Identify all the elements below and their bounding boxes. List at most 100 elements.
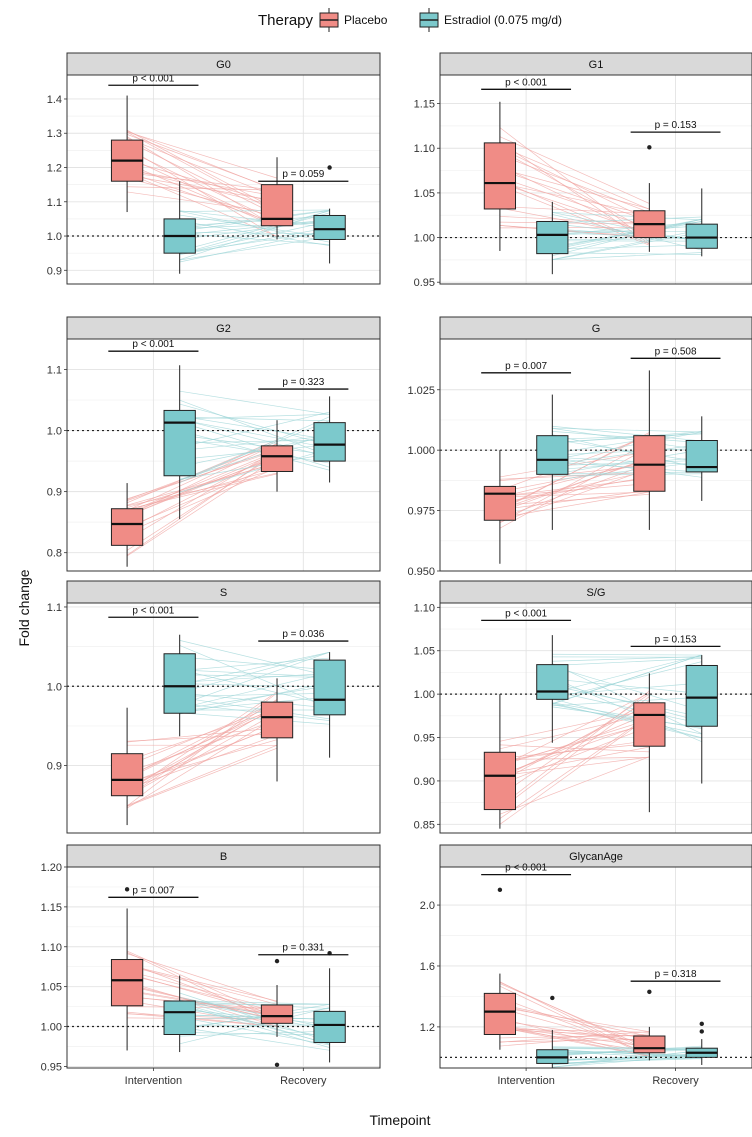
paired-line <box>179 682 330 715</box>
paired-line <box>126 451 278 513</box>
legend-item-placebo: Placebo <box>319 8 388 32</box>
paired-line <box>179 413 330 420</box>
paired-line <box>552 439 702 463</box>
paired-line <box>179 218 330 225</box>
paired-line <box>499 690 650 808</box>
paired-line <box>499 1025 650 1042</box>
iqr-box <box>685 223 718 249</box>
facet-title: S <box>220 587 227 599</box>
y-tick-label: 1.05 <box>41 982 62 994</box>
paired-line <box>552 252 702 255</box>
paired-line <box>499 182 650 234</box>
box-placebo-recovery <box>633 673 666 813</box>
box-placebo-recovery <box>260 420 294 492</box>
y-tick-label: 1.05 <box>414 646 435 658</box>
paired-line <box>552 456 702 466</box>
paired-line <box>499 491 650 519</box>
paired-line <box>127 727 278 743</box>
paired-line <box>179 651 330 685</box>
paired-line <box>126 962 278 1020</box>
x-axis-title: Timepoint <box>369 1112 431 1128</box>
y-tick-label: 1.10 <box>41 942 62 954</box>
paired-line <box>499 746 650 776</box>
paired-line <box>127 191 278 214</box>
paired-line <box>499 985 650 1058</box>
p-value-annotation: p = 0.331 <box>258 943 349 956</box>
paired-line <box>552 677 702 743</box>
box-estradiol-recovery <box>313 950 346 1063</box>
facet-title: S/G <box>587 587 606 599</box>
p-value-label: p < 0.001 <box>505 77 547 88</box>
y-tick-label: 1.1 <box>47 197 62 209</box>
paired-line <box>552 702 702 729</box>
y-tick-label: 1.20 <box>41 862 62 874</box>
legend-item-estradiol: Estradiol (0.075 mg/d) <box>419 8 562 32</box>
paired-line <box>179 712 330 725</box>
y-tick-label: 0.9 <box>47 265 62 277</box>
paired-line <box>552 1048 702 1055</box>
paired-line <box>179 411 330 448</box>
paired-line <box>499 756 650 760</box>
legend-title: Therapy <box>258 12 314 29</box>
y-tick-label: 0.8 <box>47 548 62 560</box>
paired-line <box>499 723 650 765</box>
iqr-box <box>483 751 517 811</box>
iqr-box <box>313 214 346 240</box>
p-value-label: p = 0.508 <box>655 346 697 357</box>
facet-title: G1 <box>589 59 604 71</box>
paired-line <box>179 674 330 678</box>
paired-line <box>499 147 650 221</box>
paired-line <box>179 672 330 683</box>
paired-line <box>126 131 278 214</box>
facet-title: G <box>592 323 601 335</box>
paired-line <box>552 656 702 662</box>
box-estradiol-intervention <box>163 634 196 737</box>
iqr-box <box>313 422 346 462</box>
paired-line <box>179 448 330 493</box>
paired-line <box>126 443 278 501</box>
paired-line <box>499 127 650 243</box>
paired-line <box>499 154 650 213</box>
plot-area <box>67 603 380 833</box>
paired-line <box>127 168 278 207</box>
paired-line <box>552 433 702 440</box>
paired-line <box>179 1004 330 1048</box>
paired-line <box>179 233 330 245</box>
paired-line <box>126 719 278 773</box>
y-tick-label: 1.2 <box>420 1022 435 1034</box>
paired-line <box>552 678 702 694</box>
paired-line <box>126 452 278 530</box>
paired-line <box>552 427 702 433</box>
paired-line <box>499 726 650 785</box>
outlier-point <box>274 958 280 964</box>
box-placebo-intervention <box>483 101 517 251</box>
y-tick-label: 0.95 <box>414 733 435 745</box>
p-value-annotation: p < 0.001 <box>108 339 199 352</box>
paired-line <box>499 136 650 204</box>
y-tick-label: 1.3 <box>47 128 62 140</box>
p-value-annotation: p = 0.007 <box>108 885 199 898</box>
iqr-box <box>163 409 196 477</box>
panel-g0: G0 0.9 1.0 1.1 1.2 1.3 1.4 p < 0.001 p = 0.059 <box>47 52 381 285</box>
outlier-point <box>647 989 652 995</box>
box-placebo-intervention <box>110 95 144 213</box>
panel-s-g: S/G 0.85 0.90 0.95 1.00 1.05 1.10 p < 0.001 p = … <box>414 580 752 834</box>
paired-line <box>552 658 702 666</box>
box-placebo-recovery <box>260 678 294 782</box>
y-tick-label: 1.10 <box>414 602 435 614</box>
outlier-point <box>699 1021 704 1027</box>
y-tick-label: 2.0 <box>420 900 435 912</box>
paired-line <box>179 1008 330 1029</box>
paired-line <box>179 444 330 460</box>
p-value-label: p < 0.001 <box>132 73 174 84</box>
iqr-box <box>483 992 517 1035</box>
box-placebo-intervention <box>483 694 517 829</box>
paired-line <box>127 995 278 1015</box>
paired-line <box>552 244 702 250</box>
paired-line <box>552 216 702 224</box>
iqr-box <box>313 659 346 716</box>
paired-line <box>179 438 330 464</box>
box-placebo-intervention <box>110 483 144 567</box>
paired-line <box>126 691 278 793</box>
paired-line <box>179 415 330 440</box>
